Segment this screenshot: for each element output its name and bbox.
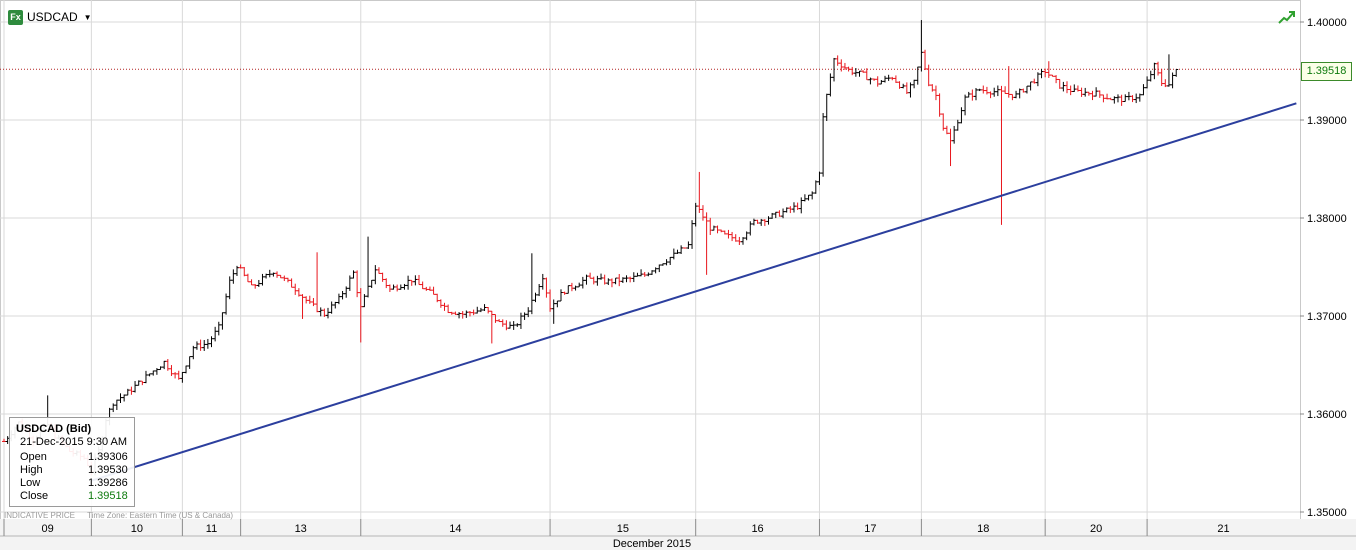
x-tick-label: 10 (131, 523, 143, 535)
y-tick-label: 1.37000 (1307, 311, 1347, 323)
info-row-close: Close 1.39518 (20, 490, 130, 503)
x-tick-label: 11 (206, 523, 217, 535)
info-title: USDCAD (Bid) (16, 423, 92, 435)
indicative-price-label: INDICATIVE PRICE (4, 511, 75, 520)
ohlc-bars (2, 20, 1179, 476)
x-tick-label: 14 (449, 523, 461, 535)
y-tick-label: 1.38000 (1307, 213, 1347, 225)
info-row-high: High 1.39530 (20, 464, 130, 477)
symbol-header[interactable]: Fx USDCAD ▼ (8, 8, 92, 26)
info-value: 1.39518 (88, 490, 128, 502)
trend-up-icon[interactable] (1278, 10, 1296, 24)
plot-frame (0, 0, 1301, 522)
y-tick-label: 1.39000 (1307, 115, 1347, 127)
info-datetime: 21-Dec-2015 9:30 AM (20, 436, 128, 448)
symbol-selector[interactable]: USDCAD (27, 10, 78, 24)
x-month-label: December 2015 (613, 538, 691, 550)
x-tick-label: 09 (42, 523, 54, 535)
y-tick-label: 1.35000 (1307, 507, 1347, 519)
trendline (91, 102, 1297, 482)
x-tick-label: 21 (1217, 523, 1229, 535)
info-label: Close (20, 490, 49, 502)
info-value: 1.39306 (88, 451, 128, 463)
fx-icon: Fx (8, 9, 23, 25)
last-price-label: 1.39518 (1301, 62, 1352, 81)
chevron-down-icon[interactable]: ▼ (83, 12, 92, 22)
info-label: High (20, 464, 43, 476)
x-tick-label: 20 (1090, 523, 1102, 535)
info-row-low: Low 1.39286 (20, 477, 130, 490)
x-tick-label: 18 (977, 523, 989, 535)
footer-note: INDICATIVE PRICE Time Zone: Eastern Time… (4, 511, 243, 520)
x-tick-label: 17 (864, 523, 876, 535)
grid-layer (0, 0, 1301, 522)
info-value: 1.39286 (88, 477, 128, 489)
x-tick-label: 15 (617, 523, 629, 535)
info-value: 1.39530 (88, 464, 128, 476)
axis-layer: 1.35000 1.36000 1.37000 1.38000 1.39000 1.400… (0, 17, 1356, 550)
y-tick-label: 1.36000 (1307, 409, 1347, 421)
info-label: Open (20, 451, 47, 463)
info-row-open: Open 1.39306 (20, 451, 130, 464)
ohlc-info-box: USDCAD (Bid) 21-Dec-2015 9:30 AM Open 1.… (9, 417, 135, 507)
x-tick-label: 16 (751, 523, 763, 535)
x-axis-band (0, 519, 1356, 550)
info-label: Low (20, 477, 41, 489)
y-tick-label: 1.40000 (1307, 17, 1347, 29)
timezone-label: Time Zone: Eastern Time (US & Canada) (87, 511, 234, 520)
x-tick-label: 13 (295, 523, 307, 535)
trendline-layer (91, 102, 1297, 482)
